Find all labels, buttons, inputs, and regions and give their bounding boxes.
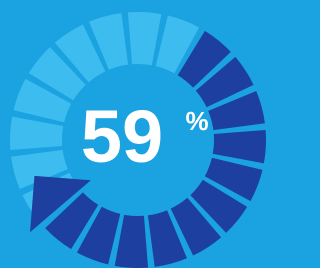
gauge-value: 59: [81, 95, 163, 178]
page: 59 % (() => { const data = JSON.parse(do…: [0, 0, 320, 268]
gauge-graphic: 59 %: [0, 0, 269, 268]
gauge-unit: %: [185, 106, 208, 136]
